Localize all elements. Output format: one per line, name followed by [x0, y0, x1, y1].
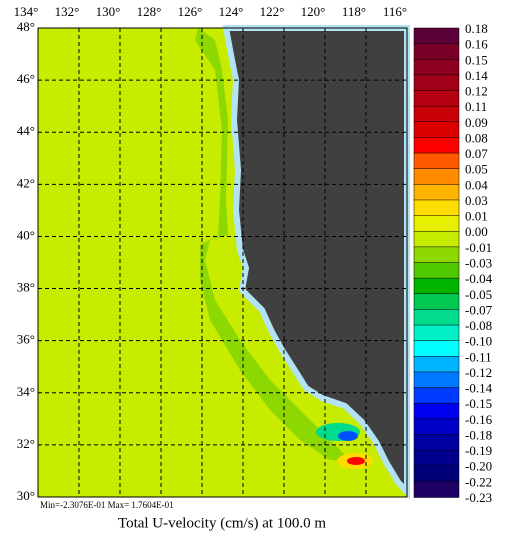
- colorbar-tick-label: 0.09: [465, 115, 488, 130]
- colorbar-band: [413, 184, 460, 201]
- colorbar-band: [413, 418, 460, 436]
- colorbar-band: [413, 481, 460, 498]
- colorbar-band: [413, 277, 460, 295]
- x-tick-label: 116°: [383, 4, 407, 19]
- x-tick-label: 132°: [55, 4, 80, 19]
- colorbar-tick-label: 0.01: [465, 209, 488, 224]
- colorbar-band: [413, 309, 460, 326]
- colorbar-tick-label: -0.08: [465, 318, 492, 333]
- y-tick-label: 38°: [17, 280, 35, 295]
- colorbar-tick-label: -0.04: [465, 271, 493, 286]
- colorbar-band: [413, 74, 460, 92]
- colorbar-band: [413, 230, 460, 248]
- colorbar-band: [413, 43, 460, 61]
- colorbar-tick-label: -0.05: [465, 287, 492, 302]
- colorbar-tick-label: -0.16: [465, 412, 493, 427]
- colorbar-band: [413, 90, 460, 107]
- colorbar-tick-label: -0.14: [465, 381, 493, 396]
- colorbar-tick-label: -0.10: [465, 334, 492, 349]
- colorbar-band: [413, 168, 460, 186]
- colorbar-tick-label: -0.15: [465, 396, 492, 411]
- y-tick-label: 40°: [17, 227, 35, 242]
- colorbar-band: [413, 121, 460, 139]
- colorbar-tick-label: -0.01: [465, 240, 492, 255]
- colorbar-band: [413, 449, 460, 467]
- frame: [37, 27, 408, 498]
- y-tick-label: 42°: [17, 175, 35, 190]
- eddy: [347, 457, 365, 465]
- colorbar-tick-label: 0.08: [465, 130, 488, 145]
- colorbar-band: [413, 371, 460, 389]
- colorbar-tick-label: -0.11: [465, 349, 492, 364]
- colorbar-tick-label: -0.19: [465, 443, 492, 458]
- colorbar-tick-label: 0.18: [465, 21, 488, 36]
- colorbar-band: [413, 137, 460, 154]
- colorbar-band: [413, 387, 460, 404]
- colorbar-band: [413, 434, 460, 451]
- plume: [195, 28, 350, 460]
- colorbar-tick-label: -0.22: [465, 474, 492, 489]
- y-tick-label: 34°: [17, 384, 35, 399]
- colorbar-band: [413, 105, 460, 123]
- colorbar-tick-label: 0.05: [465, 162, 488, 177]
- colorbar-band: [413, 152, 460, 170]
- colorbar-band: [413, 340, 460, 358]
- colorbar-band: [413, 465, 460, 483]
- map-layer: [37, 25, 410, 500]
- y-tick-label: 32°: [17, 436, 35, 451]
- colorbar-tick-label: 0.03: [465, 193, 488, 208]
- colorbar-tick-label: -0.12: [465, 365, 492, 380]
- x-tick-label: 124°: [219, 4, 244, 19]
- colorbar-tick-label: 0.11: [465, 99, 487, 114]
- colorbar-tick-label: 0.14: [465, 68, 488, 83]
- colorbar-tick-label: -0.07: [465, 302, 493, 317]
- x-tick-label: 118°: [342, 4, 366, 19]
- colorbar-band: [413, 246, 460, 264]
- annotation: Min=-2.3076E-01 Max= 1.7604E-01: [40, 500, 174, 510]
- colorbar-band: [413, 402, 460, 420]
- y-tick-label: 44°: [17, 123, 35, 138]
- colorbar-tick-label: 0.16: [465, 37, 488, 52]
- colorbar-tick-label: 0.15: [465, 52, 488, 67]
- colorbar-band: [413, 199, 460, 217]
- eddy: [338, 431, 358, 441]
- colorbar-band: [413, 215, 460, 232]
- colorbar-tick-label: -0.18: [465, 427, 492, 442]
- colorbar-tick-label: 0.04: [465, 177, 488, 192]
- colorbar-band: [413, 59, 460, 76]
- colorbar-tick-label: 0.07: [465, 146, 488, 161]
- x-tick-label: 120°: [301, 4, 326, 19]
- x-tick-label: 134°: [14, 4, 39, 19]
- colorbar-tick-label: -0.20: [465, 459, 492, 474]
- colorbar-band: [413, 27, 460, 45]
- land: [222, 25, 410, 500]
- colorbar-band: [413, 262, 460, 279]
- colorbar-band: [413, 293, 460, 311]
- colorbar-tick-label: -0.23: [465, 490, 492, 505]
- y-tick-label: 48°: [17, 19, 35, 34]
- y-tick-label: 36°: [17, 332, 35, 347]
- x-tick-label: 128°: [137, 4, 162, 19]
- colorbar-tick-label: 0.12: [465, 84, 488, 99]
- colorbar-tick-label: -0.03: [465, 255, 492, 270]
- x-tick-label: 130°: [96, 4, 121, 19]
- y-tick-label: 46°: [17, 71, 35, 86]
- x-tick-label: 126°: [178, 4, 203, 19]
- colorbar-tick-label: 0.00: [465, 224, 488, 239]
- chart-title: Total U-velocity (cm/s) at 100.0 m: [118, 515, 326, 531]
- x-tick-label: 122°: [260, 4, 285, 19]
- colorbar-band: [413, 356, 460, 373]
- y-tick-label: 30°: [17, 488, 35, 503]
- colorbar-band: [413, 324, 460, 342]
